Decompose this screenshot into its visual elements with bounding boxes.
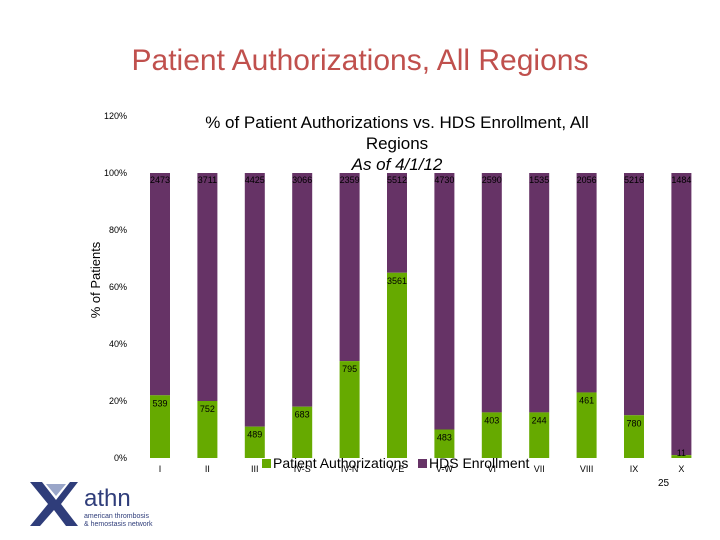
x-tick-label: VI <box>488 464 497 474</box>
chart-title-line-2: Regions <box>366 134 428 153</box>
bar-patient-authorizations <box>576 392 597 458</box>
data-label-hds-enrollment: 2473 <box>150 175 170 185</box>
x-tick-label: VII <box>534 464 545 474</box>
data-label-patient-authorizations: 489 <box>247 430 262 440</box>
bar-hds-enrollment <box>339 173 360 362</box>
data-label-patient-authorizations: 539 <box>152 398 167 408</box>
data-label-patient-authorizations: 483 <box>437 433 452 443</box>
x-tick-label: IX <box>630 464 639 474</box>
x-tick-label: IV-S <box>294 464 311 474</box>
data-label-hds-enrollment: 4425 <box>245 175 265 185</box>
bar-hds-enrollment <box>481 173 502 413</box>
athn-logo: athn american thrombosis & hemostasis ne… <box>30 482 153 528</box>
bar-patient-authorizations <box>292 406 313 458</box>
data-label-hds-enrollment: 5512 <box>387 175 407 185</box>
x-tick-label: II <box>205 464 210 474</box>
data-label-hds-enrollment: 3066 <box>292 175 312 185</box>
data-label-hds-enrollment: 1535 <box>529 175 549 185</box>
bar-hds-enrollment <box>244 173 265 427</box>
y-tick-label: 40% <box>109 339 127 349</box>
x-tick-label: V-W <box>436 464 454 474</box>
data-label-patient-authorizations: 795 <box>342 364 357 374</box>
bar-patient-authorizations <box>339 361 360 458</box>
chart-subtitle: As of 4/1/12 <box>351 155 443 174</box>
bar-patient-authorizations <box>671 455 692 458</box>
legend-label-patient-authorizations: Patient Authorizations <box>273 455 408 471</box>
data-label-hds-enrollment: 1484 <box>671 175 691 185</box>
legend-swatch-hds-enrollment <box>418 459 427 468</box>
data-label-patient-authorizations: 683 <box>295 410 310 420</box>
data-label-patient-authorizations: 3561 <box>387 276 407 286</box>
y-tick-label: 120% <box>104 111 127 121</box>
bar-patient-authorizations <box>434 429 455 458</box>
legend-swatch-patient-authorizations <box>262 459 271 468</box>
logo-tagline-2: & hemostasis network <box>84 521 153 528</box>
chart-title-line-1: % of Patient Authorizations vs. HDS Enro… <box>205 113 589 132</box>
bar-patient-authorizations <box>197 401 218 458</box>
x-tick-label: I <box>159 464 162 474</box>
data-label-patient-authorizations: 752 <box>200 404 215 414</box>
bar-patient-authorizations <box>624 415 644 458</box>
bar-patient-authorizations <box>529 412 550 458</box>
y-tick-label: 80% <box>109 225 127 235</box>
bar-hds-enrollment <box>434 173 455 430</box>
data-label-hds-enrollment: 2590 <box>482 175 502 185</box>
x-tick-label: X <box>678 464 684 474</box>
data-label-patient-authorizations: 780 <box>626 418 641 428</box>
bar-hds-enrollment <box>197 173 218 401</box>
x-tick-label: IV-N <box>341 464 359 474</box>
y-axis-title-group: % of Patients <box>88 241 103 318</box>
bar-hds-enrollment <box>529 173 550 413</box>
athn-x-mark-icon <box>30 482 78 526</box>
data-label-patient-authorizations: 403 <box>484 415 499 425</box>
bar-hds-enrollment <box>387 173 407 273</box>
data-label-hds-enrollment: 2359 <box>340 175 360 185</box>
bar-hds-enrollment <box>671 173 692 456</box>
y-tick-labels: 0% 20% 40% 60% 80% 100% 120% <box>104 111 127 463</box>
bar-patient-authorizations <box>387 272 407 458</box>
bar-patient-authorizations <box>150 395 170 458</box>
data-label-patient-authorizations: 11 <box>677 448 686 458</box>
legend: Patient Authorizations HDS Enrollment <box>262 455 529 471</box>
bar-hds-enrollment <box>624 173 644 416</box>
logo-tagline-1: american thrombosis <box>84 513 149 520</box>
bar-patient-authorizations <box>244 426 265 458</box>
y-tick-label: 100% <box>104 168 127 178</box>
data-labels: 2473 539 3711 752 4425 489 3066 683 2359 795 5512 3… <box>150 175 691 458</box>
bar-patient-authorizations <box>481 412 502 458</box>
slide-title: Patient Authorizations, All Regions <box>131 44 589 77</box>
legend-label-hds-enrollment: HDS Enrollment <box>429 455 529 471</box>
x-tick-labels: I II III IV-S IV-N V-E V-W VI VII VIII IX X <box>159 464 685 474</box>
page-number: 25 <box>658 478 670 489</box>
bar-hds-enrollment <box>292 173 313 407</box>
x-tick-label: VIII <box>580 464 594 474</box>
data-label-hds-enrollment: 4730 <box>434 175 454 185</box>
data-label-patient-authorizations: 244 <box>532 415 547 425</box>
y-tick-label: 60% <box>109 282 127 292</box>
data-label-hds-enrollment: 2056 <box>577 175 597 185</box>
x-tick-label: III <box>251 464 259 474</box>
bars <box>150 173 692 458</box>
data-label-hds-enrollment: 3711 <box>198 175 217 185</box>
bar-hds-enrollment <box>576 173 597 393</box>
x-tick-label: V-E <box>390 464 405 474</box>
data-label-hds-enrollment: 5216 <box>624 175 644 185</box>
bar-hds-enrollment <box>150 173 170 396</box>
y-tick-label: 0% <box>114 453 127 463</box>
y-tick-label: 20% <box>109 396 127 406</box>
logo-wordmark: athn <box>84 485 131 512</box>
y-axis-title: % of Patients <box>88 241 103 318</box>
data-label-patient-authorizations: 461 <box>579 395 594 405</box>
